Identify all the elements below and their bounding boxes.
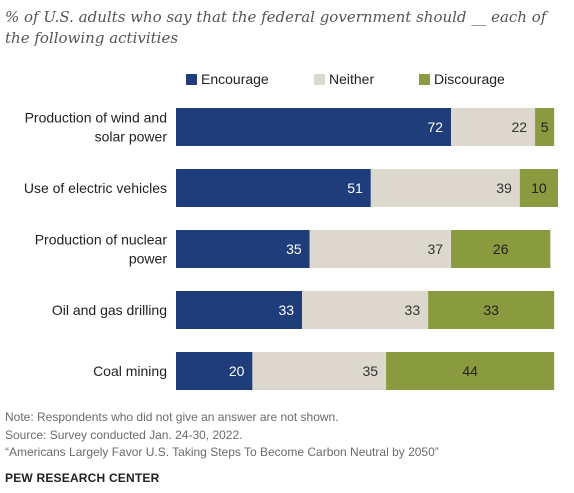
stacked-bar-chart: Production of wind and solar power 72 22 5 Us… [24,108,558,390]
value-label: 20 [229,363,245,379]
value-label: 44 [462,363,478,379]
value-label: 22 [512,119,528,135]
legend-item-neither: Neither [314,71,374,87]
legend-swatch [419,73,430,85]
report-title: “Americans Largely Favor U.S. Taking Ste… [5,445,439,459]
footnote: Note: Respondents who did not give an an… [5,410,339,424]
bar-segment-encourage [176,230,310,268]
bar-segment-encourage [176,169,371,207]
bar-segment-neither [252,352,387,390]
bar-segment-neither [309,230,452,268]
value-label: 35 [363,363,379,379]
category-label: Use of electric vehicles [24,180,167,196]
bar-segment-neither [302,291,429,329]
legend: Encourage Neither Discourage [0,71,574,89]
bar-segment-discourage [386,352,555,390]
legend-label: Neither [329,71,375,87]
organization-name: PEW RESEARCH CENTER [5,470,160,485]
value-label: 33 [405,302,421,318]
value-label: 26 [493,241,509,257]
category-label: Production of nuclear power [35,232,168,267]
bar-segment-discourage [519,169,558,207]
category-label: Coal mining [93,363,167,379]
legend-swatch [314,73,325,85]
legend-item-discourage: Discourage [419,71,505,87]
value-label: 39 [496,180,512,196]
chart-footer: Note: Respondents who did not give an an… [5,409,570,485]
category-label: Oil and gas drilling [52,302,167,318]
source-note: Source: Survey conducted Jan. 24-30, 202… [5,427,243,442]
value-label: 5 [541,119,549,135]
bar-segment-neither [370,169,520,207]
bar-segment-neither [451,108,536,146]
chart-subtitle: % of U.S. adults who say that the federa… [5,8,547,47]
legend-label: Discourage [434,71,505,87]
value-label: 51 [347,180,363,196]
bar-segment-encourage [176,291,303,329]
bar-segment-encourage [176,108,452,146]
category-label: Production of wind and solar power [25,110,168,145]
legend-item-encourage: Encourage [186,71,269,87]
legend-swatch [186,73,197,85]
bar-segment-encourage [176,352,253,390]
value-label: 33 [483,302,499,318]
bar-segment-discourage [428,291,555,329]
value-label: 72 [427,119,443,135]
bar-segment-discourage [535,108,555,146]
bar-segment-discourage [451,230,551,268]
value-label: 37 [427,241,443,257]
value-label: 35 [286,241,302,257]
value-label: 10 [531,180,547,196]
value-label: 33 [278,302,294,318]
legend-label: Encourage [201,71,269,87]
